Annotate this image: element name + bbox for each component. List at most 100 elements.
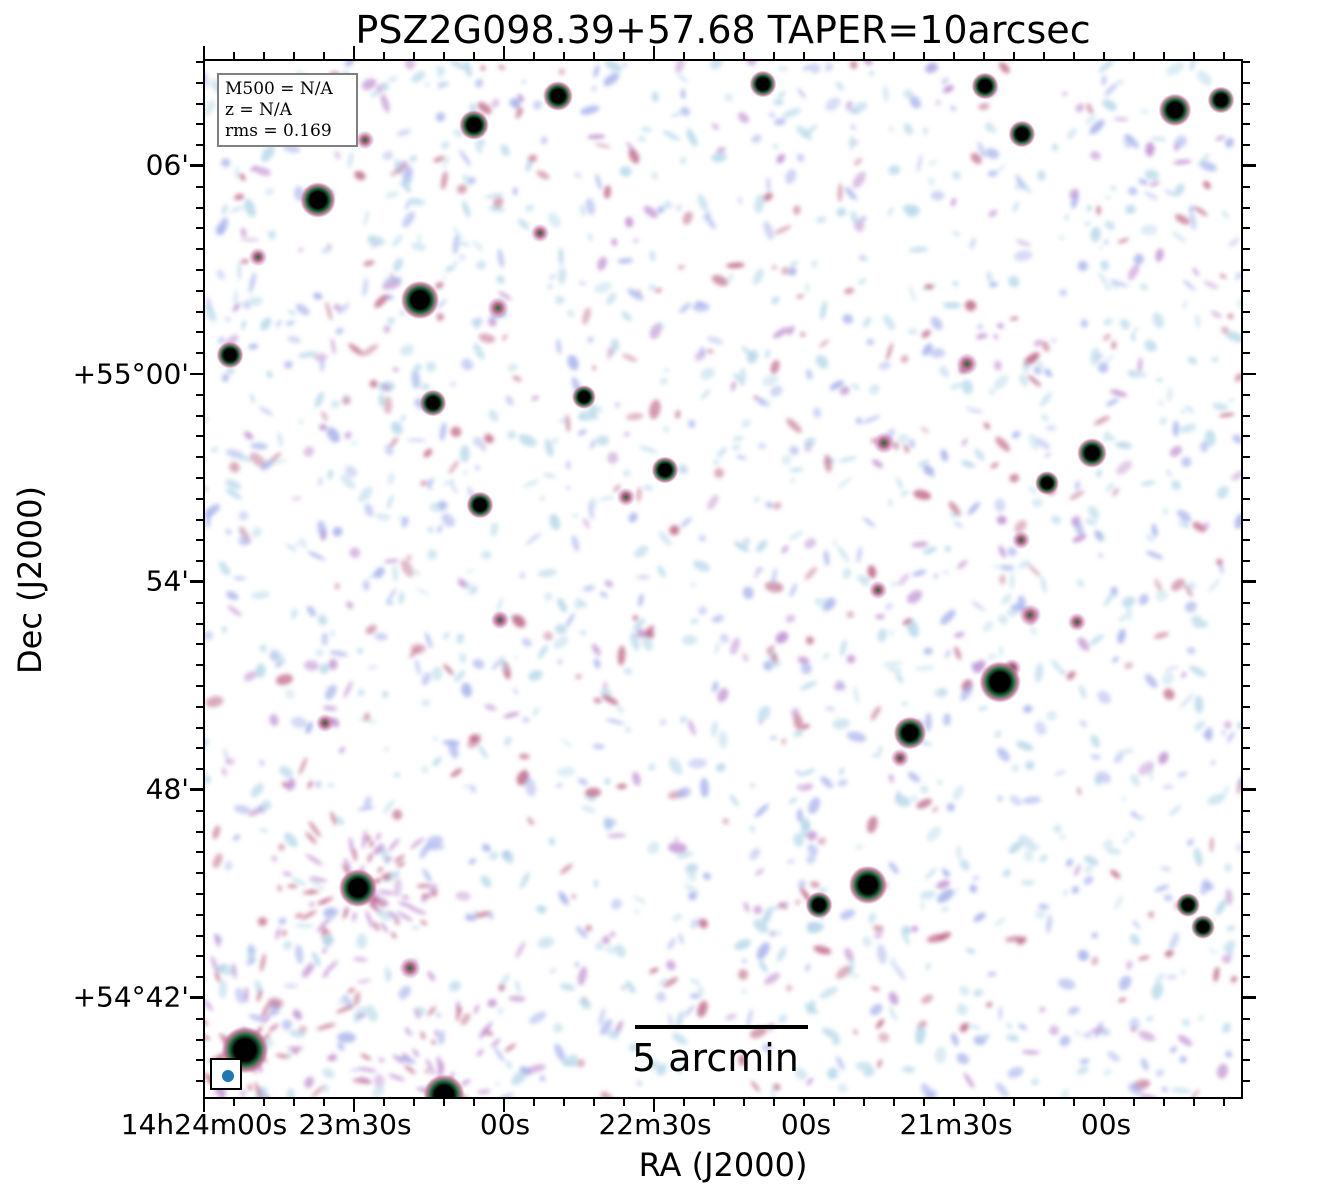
noise-blob	[636, 628, 646, 639]
sidelobe-streak	[305, 832, 317, 845]
noise-blob	[738, 197, 742, 205]
noise-blob	[235, 166, 239, 179]
noise-blob	[427, 549, 438, 560]
sidelobe-streak	[300, 910, 317, 920]
sidelobe-streak	[434, 1029, 439, 1037]
noise-blob	[815, 216, 827, 224]
noise-blob	[1102, 99, 1117, 111]
noise-blob	[1051, 338, 1056, 343]
noise-blob	[271, 855, 278, 863]
noise-blob	[500, 655, 508, 673]
noise-blob	[684, 883, 700, 896]
noise-blob	[484, 433, 494, 444]
noise-blob	[901, 928, 910, 946]
noise-blob	[571, 894, 577, 899]
noise-blob	[823, 597, 836, 611]
noise-blob	[468, 858, 477, 865]
noise-blob	[1179, 423, 1197, 433]
noise-blob	[437, 298, 447, 309]
noise-blob	[594, 143, 611, 148]
noise-blob	[821, 1027, 840, 1040]
noise-blob	[277, 431, 283, 447]
noise-blob	[409, 155, 418, 162]
noise-blob	[1034, 662, 1044, 683]
noise-blob	[465, 581, 475, 596]
noise-blob	[1187, 356, 1198, 365]
noise-blob	[722, 818, 729, 825]
noise-blob	[1127, 370, 1137, 376]
noise-blob	[617, 258, 634, 264]
noise-blob	[243, 431, 254, 440]
noise-blob	[334, 583, 340, 590]
noise-blob	[924, 284, 934, 290]
noise-blob	[544, 592, 553, 601]
noise-blob	[997, 795, 1003, 802]
noise-blob	[250, 442, 268, 450]
noise-blob	[426, 1006, 437, 1016]
noise-blob	[204, 775, 211, 784]
noise-blob	[754, 868, 765, 876]
noise-blob	[797, 154, 805, 162]
noise-blob	[1223, 940, 1236, 953]
noise-blob	[1061, 92, 1068, 96]
map-frame	[203, 59, 1243, 1099]
noise-blob	[973, 1035, 987, 1046]
noise-blob	[715, 763, 726, 772]
noise-blob	[983, 1033, 990, 1040]
noise-blob	[498, 291, 512, 301]
noise-blob	[693, 560, 711, 572]
noise-blob	[1155, 590, 1169, 602]
noise-blob	[1041, 414, 1049, 422]
noise-blob	[389, 165, 407, 176]
noise-blob	[853, 1029, 858, 1035]
noise-blob	[623, 62, 627, 67]
noise-blob	[732, 436, 744, 442]
noise-blob	[417, 232, 422, 247]
noise-blob	[212, 825, 221, 840]
noise-blob	[788, 267, 797, 276]
noise-blob	[1039, 1007, 1046, 1013]
noise-blob	[1014, 182, 1021, 191]
noise-blob	[1058, 978, 1076, 990]
noise-blob	[411, 242, 427, 251]
noise-blob	[1059, 1035, 1071, 1047]
noise-blob	[1154, 884, 1170, 892]
noise-blob	[648, 763, 655, 772]
noise-blob	[347, 151, 354, 169]
noise-blob	[625, 726, 631, 733]
noise-blob	[462, 470, 469, 476]
noise-blob	[389, 436, 399, 448]
noise-blob	[1138, 178, 1149, 185]
noise-blob	[964, 300, 977, 312]
noise-blob	[1145, 534, 1155, 542]
noise-blob	[390, 421, 403, 435]
noise-blob	[928, 177, 935, 186]
noise-blob	[1162, 784, 1174, 790]
noise-blob	[774, 118, 786, 126]
noise-blob	[940, 609, 956, 625]
noise-blob	[442, 155, 450, 169]
noise-blob	[1181, 456, 1192, 468]
noise-blob	[682, 635, 697, 646]
noise-blob	[794, 1067, 807, 1081]
noise-blob	[1125, 204, 1136, 215]
noise-blob	[680, 516, 693, 528]
noise-blob	[754, 194, 765, 214]
noise-blob	[625, 216, 634, 228]
noise-blob	[649, 967, 659, 974]
noise-blob	[682, 211, 693, 225]
noise-blob	[647, 841, 660, 855]
noise-blob	[831, 1037, 841, 1046]
noise-blob	[536, 170, 550, 180]
noise-blob	[815, 598, 821, 606]
noise-blob	[566, 485, 571, 490]
noise-blob	[344, 394, 350, 402]
noise-blob	[250, 591, 270, 600]
noise-blob	[1138, 955, 1150, 961]
noise-blob	[636, 575, 651, 580]
noise-blob	[800, 663, 812, 674]
noise-blob	[844, 287, 855, 294]
noise-blob	[870, 705, 881, 721]
sidelobe-streak	[377, 867, 384, 873]
noise-blob	[1230, 975, 1238, 983]
